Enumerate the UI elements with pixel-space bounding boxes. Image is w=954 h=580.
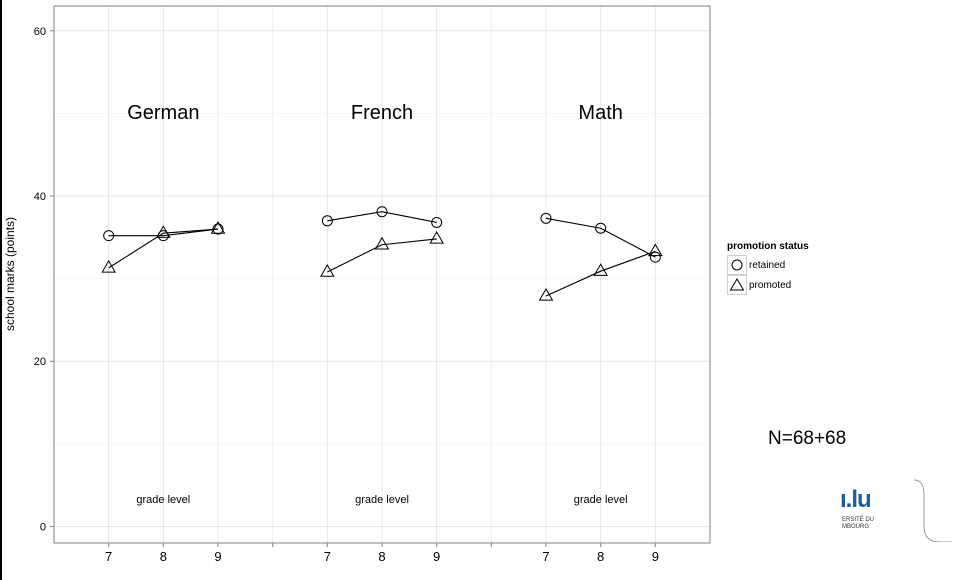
data-point-promoted [210, 221, 226, 234]
y-tick-label: 60 [34, 26, 46, 38]
data-point-promoted [320, 264, 335, 277]
data-point-promoted [429, 230, 444, 244]
x-tick-label: 8 [597, 549, 604, 564]
x-axis-label: grade level [355, 494, 409, 506]
y-tick-label: 20 [34, 356, 46, 368]
data-point-promoted [101, 259, 116, 273]
logo-mark: ı.lu [840, 486, 872, 513]
panel-title-math: Math [578, 102, 622, 124]
panel-dividers [272, 6, 492, 543]
series-line-retained [108, 228, 219, 237]
data-point-retained [649, 251, 661, 263]
data-point-promoted [374, 236, 390, 250]
legend-item-retained: retained [727, 255, 809, 275]
y-axis-label: school marks (points) [3, 217, 17, 331]
panel-title-german: German [127, 102, 199, 124]
data-point-promoted [538, 287, 554, 301]
data-point-retained [103, 230, 115, 242]
x-tick-label: 7 [542, 549, 549, 564]
panel-labels: German grade level French grade level Math gr… [127, 102, 627, 506]
series-line-promoted [545, 250, 656, 297]
series-line-retained [327, 211, 437, 223]
circle-marker-icon [727, 255, 747, 275]
legend-item-promoted: promoted [727, 275, 809, 295]
data-point-promoted [593, 263, 608, 276]
x-tick-label: 9 [652, 549, 659, 564]
triangle-marker-icon [727, 275, 747, 295]
y-tick-label: 0 [40, 521, 46, 533]
data-point-retained [376, 206, 388, 218]
panel-title-french: French [351, 102, 413, 124]
series-layer [101, 206, 663, 301]
data-point-retained [431, 216, 443, 228]
x-axis: 7 8 9 7 8 9 7 8 9 [105, 543, 659, 564]
x-tick-label: 9 [433, 549, 440, 564]
x-tick-label: 7 [324, 549, 331, 564]
series-line-promoted [327, 238, 437, 273]
legend-label-retained: retained [749, 259, 786, 271]
x-axis-label: grade level [136, 494, 190, 506]
series-line-promoted [108, 228, 219, 269]
x-tick-label: 9 [214, 549, 221, 564]
sample-size-annotation: N=68+68 [768, 428, 847, 449]
x-tick-label: 7 [105, 549, 112, 564]
university-logo: ı.lu ERSITÉ DU MBOURG [826, 476, 954, 546]
page-left-border [0, 0, 2, 580]
legend: promotion status retained promoted [727, 241, 809, 295]
data-point-retained [321, 215, 333, 227]
data-point-retained [540, 212, 552, 224]
x-tick-label: 8 [378, 549, 385, 564]
y-axis: 0 20 40 60 [34, 26, 54, 533]
logo-text: ERSITÉ DU MBOURG [842, 517, 875, 530]
data-point-promoted [648, 243, 663, 257]
data-point-retained [595, 222, 607, 234]
legend-title: promotion status [727, 241, 809, 252]
data-point-promoted [156, 225, 171, 238]
x-axis-label: grade level [574, 494, 628, 506]
x-tick-label: 8 [160, 549, 167, 564]
y-tick-label: 40 [34, 191, 46, 203]
legend-label-promoted: promoted [749, 279, 792, 291]
grid [54, 6, 710, 543]
logo-curve-icon [913, 479, 952, 542]
series-line-retained [545, 217, 656, 258]
